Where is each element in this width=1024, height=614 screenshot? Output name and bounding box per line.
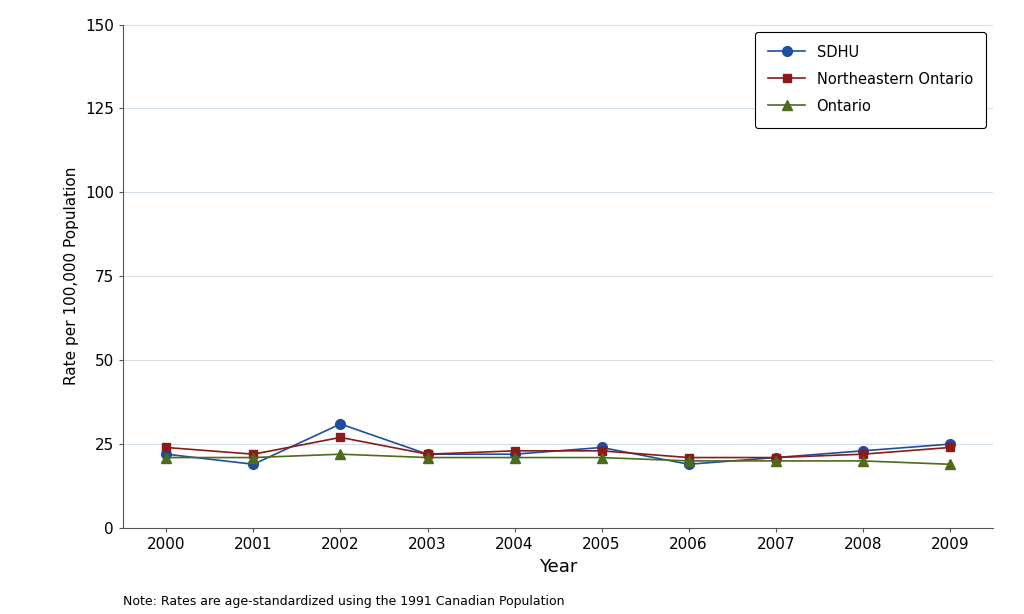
Northeastern Ontario [422, 451, 434, 458]
Ontario [508, 454, 520, 461]
Northeastern Ontario [160, 444, 172, 451]
Ontario [335, 451, 347, 458]
SDHU [422, 451, 434, 458]
Northeastern Ontario [683, 454, 695, 461]
X-axis label: Year: Year [539, 558, 578, 575]
Line: Ontario: Ontario [162, 449, 954, 469]
Ontario [596, 454, 608, 461]
SDHU [769, 454, 781, 461]
SDHU [508, 451, 520, 458]
Northeastern Ontario [769, 454, 781, 461]
SDHU [248, 460, 260, 468]
SDHU [596, 444, 608, 451]
SDHU [160, 451, 172, 458]
Northeastern Ontario [857, 451, 869, 458]
SDHU [944, 440, 956, 448]
Northeastern Ontario [944, 444, 956, 451]
Line: Northeastern Ontario: Northeastern Ontario [162, 433, 954, 462]
SDHU [335, 421, 347, 428]
Northeastern Ontario [335, 433, 347, 441]
Ontario [944, 460, 956, 468]
Line: SDHU: SDHU [162, 419, 954, 469]
Ontario [769, 457, 781, 465]
Ontario [248, 454, 260, 461]
Northeastern Ontario [508, 447, 520, 454]
Ontario [857, 457, 869, 465]
Northeastern Ontario [248, 451, 260, 458]
Legend: SDHU, Northeastern Ontario, Ontario: SDHU, Northeastern Ontario, Ontario [756, 32, 986, 128]
Ontario [683, 457, 695, 465]
SDHU [857, 447, 869, 454]
SDHU [683, 460, 695, 468]
Ontario [422, 454, 434, 461]
Y-axis label: Rate per 100,000 Population: Rate per 100,000 Population [65, 167, 80, 386]
Ontario [160, 454, 172, 461]
Text: Note: Rates are age-standardized using the 1991 Canadian Population: Note: Rates are age-standardized using t… [123, 595, 564, 608]
Northeastern Ontario [596, 447, 608, 454]
